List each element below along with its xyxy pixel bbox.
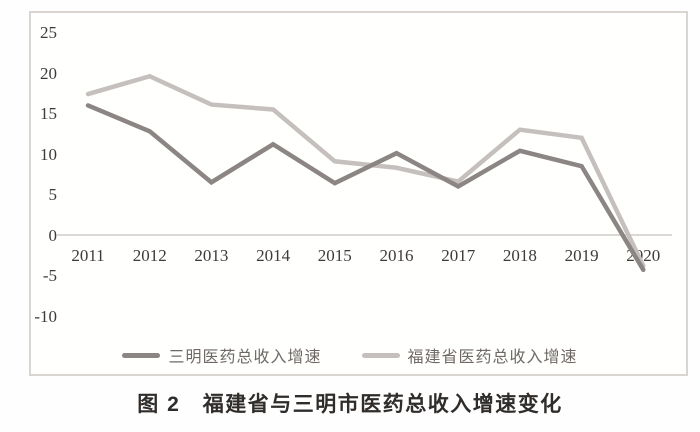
x-tick-label: 2017 [441, 246, 476, 265]
legend-label-fujian: 福建省医药总收入增速 [407, 349, 578, 366]
legend-item-sanming: 三明医药总收入增速 [122, 343, 321, 367]
y-tick-label: 20 [40, 63, 57, 83]
sanming-line-swatch-icon [122, 352, 161, 358]
x-tick-label: 2019 [564, 246, 599, 265]
legend-label-sanming: 三明医药总收入增速 [168, 349, 322, 366]
x-tick-label: 2011 [71, 246, 105, 265]
x-tick-label: 2016 [379, 246, 414, 265]
series-line-sanming [85, 103, 646, 273]
y-tick-label: -10 [34, 306, 57, 326]
x-tick-label: 2012 [132, 246, 167, 265]
y-tick-label: 10 [40, 144, 57, 164]
x-tick-label: 2018 [502, 246, 537, 265]
x-tick-label: 2014 [256, 246, 291, 265]
x-tick-label: 2015 [317, 246, 352, 265]
y-tick-label: 25 [40, 23, 57, 42]
y-tick-label: -5 [42, 266, 57, 285]
chart-plot-frame [29, 11, 688, 376]
series-line-fujian [85, 73, 646, 269]
y-tick-label: 5 [48, 185, 58, 204]
x-tick-label: 2013 [194, 246, 229, 265]
y-tick-label: 0 [48, 225, 58, 245]
figure-caption: 图 2 福建省与三明市医药总收入增速变化 [137, 393, 563, 416]
fujian-line-swatch-icon [361, 352, 400, 358]
legend-item-fujian: 福建省医药总收入增速 [361, 343, 578, 367]
y-tick-label: 15 [40, 104, 57, 123]
chart-legend: 三明医药总收入增速 福建省医药总收入增速 [0, 343, 700, 367]
